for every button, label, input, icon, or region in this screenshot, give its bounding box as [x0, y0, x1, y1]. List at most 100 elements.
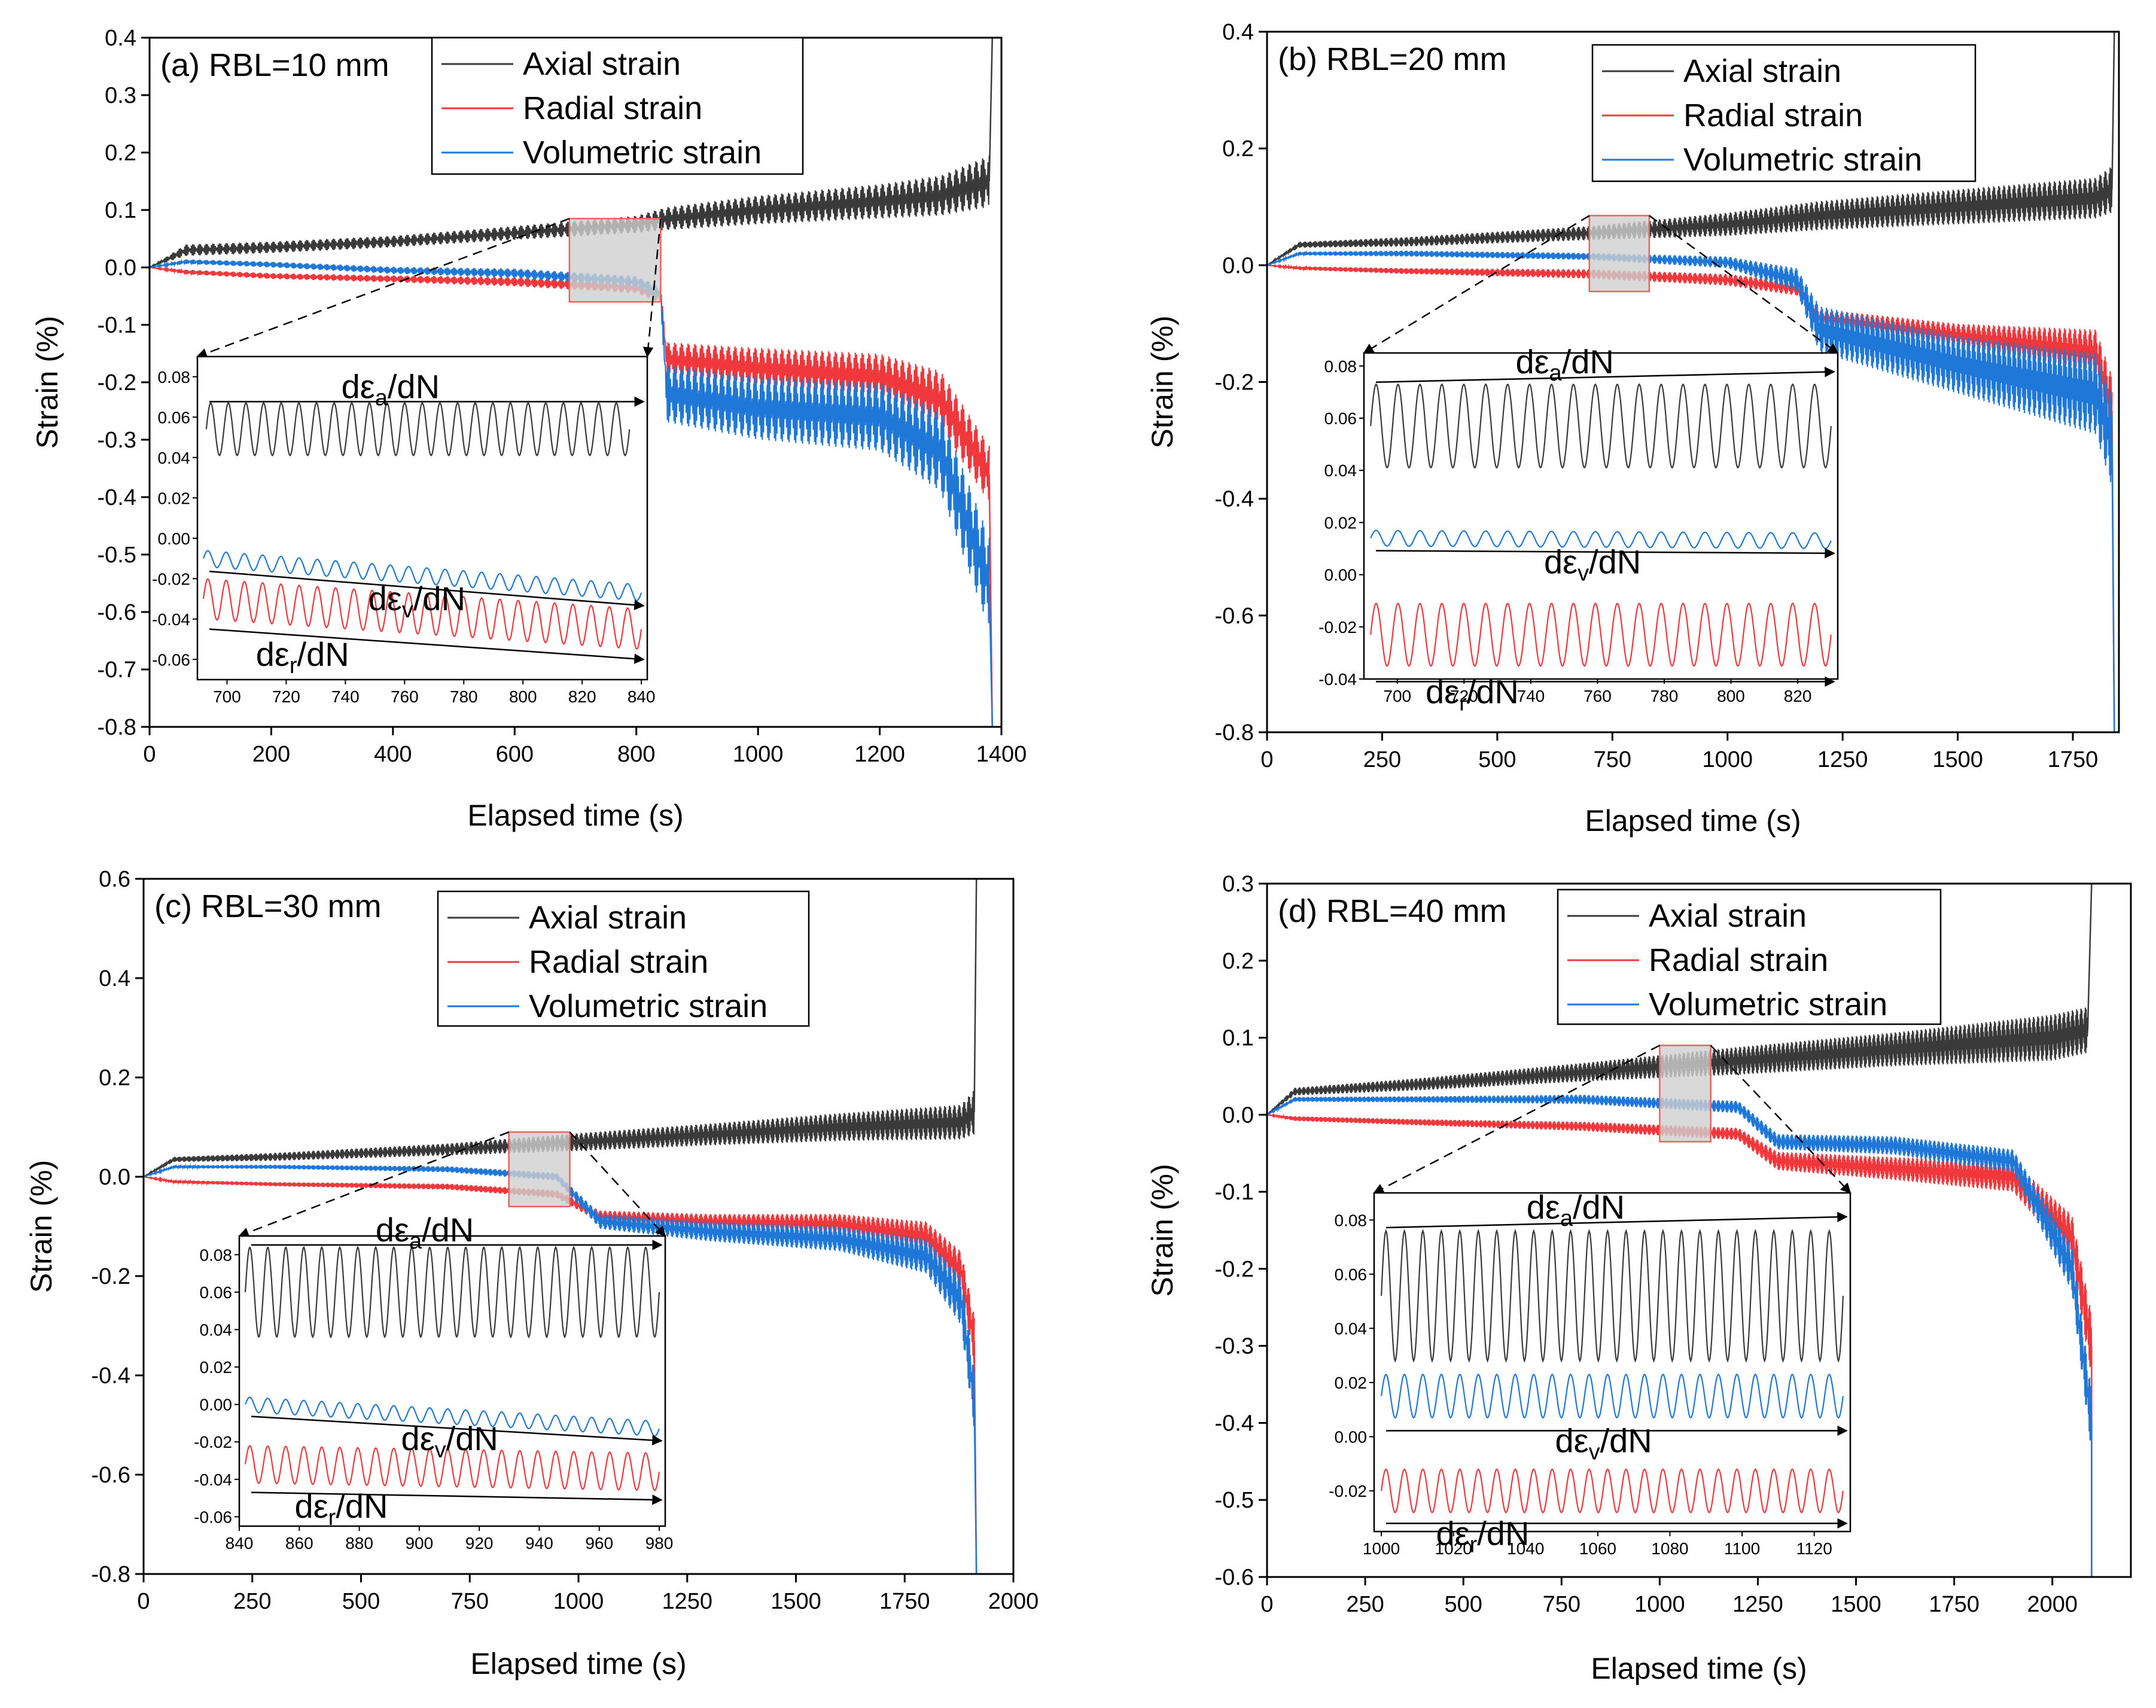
x-tick-label: 1250 [662, 1589, 712, 1614]
inset-trace-axial [1381, 1228, 1844, 1363]
x-axis-label: Elapsed time (s) [467, 799, 683, 832]
zoom-window [1659, 1045, 1712, 1143]
rate-label-tail: /dN [1467, 672, 1519, 710]
inset-trace-volumetric [244, 1396, 660, 1437]
inset-x-tick-label: 820 [568, 687, 596, 706]
inset-y-tick-label: 0.00 [200, 1396, 233, 1414]
rate-label-subscript: r [1470, 1532, 1478, 1557]
inset-x-tick-label: 700 [213, 687, 241, 706]
x-tick-label: 750 [451, 1589, 489, 1614]
chart-panel-4: 0 250 500 750 1000 1250 1500 1750 2000 -0.6 -0.5 -0… [1146, 872, 2132, 1685]
y-tick-label: 0.1 [1222, 1026, 1254, 1051]
rate-label-subscript: a [1560, 1206, 1573, 1231]
zoom-connector-right [1649, 215, 1839, 354]
x-tick-label: 2000 [988, 1589, 1039, 1614]
inset-x-tick-label: 960 [585, 1534, 613, 1552]
x-axis-label: Elapsed time (s) [1585, 804, 1801, 838]
inset-trace-axial [205, 402, 631, 456]
inset-y-tick-label: 0.00 [1335, 1428, 1368, 1447]
y-tick-label: 0.3 [1222, 872, 1254, 897]
y-axis-label: Strain (%) [1146, 1164, 1179, 1296]
x-tick-label: 2000 [2027, 1592, 2078, 1617]
y-tick-label: 0.2 [105, 141, 136, 166]
rate-label-tail: /dN [1562, 343, 1614, 380]
inset-y-tick-label: 0.02 [158, 489, 191, 507]
failure-spike-axial [988, 38, 993, 182]
x-tick-label: 1000 [553, 1589, 604, 1614]
legend: Axial strain Radial strain Volumetric stra… [437, 890, 810, 1027]
rate-label-symbol: dε [376, 1211, 409, 1249]
panel-label: (a) RBL=10 mm [160, 47, 389, 83]
trend-arrow-radial [251, 1491, 663, 1505]
legend-label-axial: Axial strain [1683, 53, 1841, 89]
y-tick-label: 0.6 [99, 867, 130, 892]
legend-label-volumetric: Volumetric strain [1683, 142, 1922, 178]
inset-frame [1373, 1192, 1852, 1533]
zoom-connector-right [569, 1131, 666, 1237]
rate-label-radial: dεr/dN [1436, 1514, 1529, 1557]
x-tick-label: 1500 [1932, 747, 1983, 772]
rate-label-symbol: dε [401, 1420, 435, 1457]
inset-y-tick-label: 0.06 [1335, 1265, 1368, 1284]
rate-label-symbol: dε [1426, 672, 1459, 710]
x-tick-label: 750 [1594, 747, 1631, 772]
inset-x-tick-label: 800 [509, 687, 537, 706]
rate-label-tail: /dN [446, 1420, 498, 1457]
y-tick-label: -0.6 [98, 600, 136, 625]
inset-x-tick-label: 1060 [1579, 1539, 1616, 1558]
y-tick-label: 0.0 [1222, 253, 1254, 278]
y-tick-label: -0.2 [1215, 1257, 1254, 1282]
y-tick-label: -0.8 [92, 1562, 130, 1587]
legend-label-radial: Radial strain [529, 944, 708, 980]
inset-x-tick-label: 1120 [1796, 1539, 1832, 1558]
inset-y-tick-label: 0.04 [158, 449, 191, 467]
y-tick-label: -0.1 [98, 313, 136, 338]
inset-x-tick-label: 760 [1583, 687, 1612, 705]
rate-label-symbol: dε [1436, 1514, 1469, 1552]
series-radial [1267, 263, 2113, 440]
inset-x-tick-label: 840 [628, 687, 656, 706]
rate-label-tail: /dN [388, 367, 440, 405]
inset-x-tick-label: 880 [345, 1534, 373, 1552]
inset-x-tick-label: 900 [405, 1534, 433, 1552]
failure-spike-volumetric [973, 1400, 977, 1574]
plot-frame [1266, 882, 2132, 1578]
legend-label-volumetric: Volumetric strain [1649, 987, 1887, 1022]
y-tick-label: -0.4 [92, 1363, 130, 1389]
rate-label-subscript: v [1578, 561, 1589, 586]
y-tick-label: 0.2 [1222, 949, 1254, 974]
inset-trace-radial [1370, 602, 1832, 667]
x-tick-label: 250 [1363, 747, 1401, 772]
inset-x-tick-label: 860 [285, 1534, 313, 1552]
rate-label-axial: dεa/dN [342, 367, 440, 410]
inset-trace-axial [244, 1246, 660, 1339]
failure-spike-axial [2111, 32, 2115, 190]
rate-label-symbol: dε [1515, 343, 1549, 380]
x-tick-label: 200 [252, 742, 290, 767]
inset-x-tick-label: 740 [331, 687, 360, 706]
legend-label-radial: Radial strain [1649, 942, 1828, 978]
trend-arrow-radial [209, 628, 645, 664]
inset-y-tick-label: 0.04 [200, 1320, 233, 1339]
x-tick-label: 750 [1543, 1592, 1581, 1617]
y-tick-label: -0.6 [92, 1463, 130, 1488]
x-tick-label: 1250 [1732, 1592, 1783, 1617]
panel-label: (c) RBL=30 mm [154, 888, 382, 924]
inset-x-tick-label: 820 [1784, 687, 1812, 705]
y-tick-label: -0.2 [98, 370, 136, 395]
legend-label-axial: Axial strain [523, 46, 681, 82]
inset-x-tick-label: 1100 [1724, 1539, 1760, 1558]
x-tick-label: 800 [617, 742, 655, 767]
zoom-connector-right [642, 218, 662, 358]
rate-label-symbol: dε [295, 1487, 328, 1525]
y-tick-label: -0.6 [1215, 604, 1254, 629]
y-axis-label: Strain (%) [25, 1160, 58, 1293]
rate-label-axial: dεa/dN [1515, 343, 1613, 386]
x-tick-label: 1400 [976, 742, 1027, 767]
inset-chart: 700 720 740 760 780 800 820 840 -0.06 -0.04 -0.02 0… [152, 355, 656, 706]
inset-y-tick-label: -0.02 [194, 1433, 232, 1451]
inset-x-tick-label: 800 [1717, 687, 1745, 705]
legend-label-volumetric: Volumetric strain [529, 988, 768, 1024]
chart-panel-3: 0 250 500 750 1000 1250 1500 1750 2000 -0.8 -0.6 -0… [25, 867, 1039, 1680]
y-tick-label: 0.2 [1222, 136, 1254, 162]
